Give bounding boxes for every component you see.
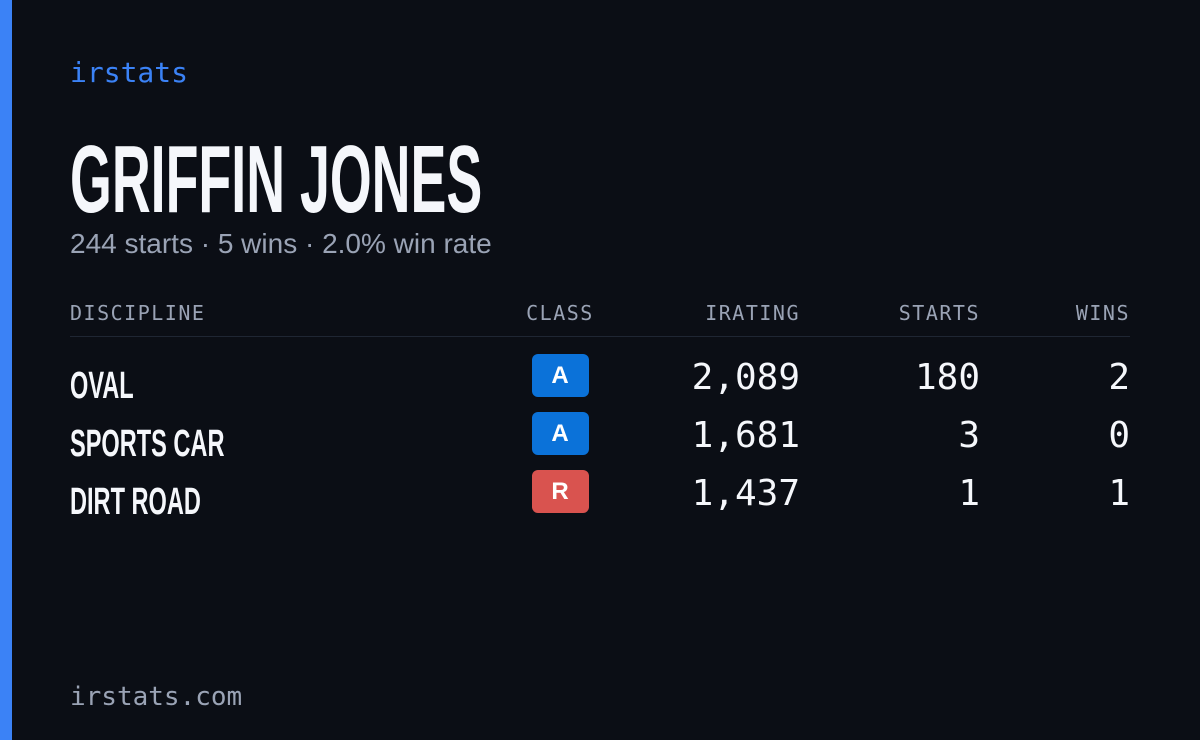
column-header: DISCIPLINE: [70, 301, 206, 325]
accent-bar: [0, 0, 12, 740]
stat-starts: 3: [958, 415, 980, 456]
class-badge: A: [531, 412, 589, 455]
driver-name: GRIFFIN JONES: [70, 126, 483, 233]
stat-irating: 1,437: [691, 473, 800, 514]
stat-wins: 0: [1108, 415, 1130, 456]
stat-wins: 1: [1108, 473, 1130, 514]
column-header: WINS: [1075, 301, 1130, 325]
summary: 244 starts · 5 wins · 2.0% win rate: [70, 228, 492, 259]
stat-irating: 2,089: [691, 357, 800, 398]
footer: irstats.com: [70, 682, 243, 712]
column-header: STARTS: [898, 301, 980, 325]
discipline: DIRT ROAD: [70, 481, 201, 523]
stat-irating: 1,681: [691, 415, 800, 456]
discipline: SPORTS CAR: [70, 423, 225, 465]
class-badge: R: [531, 470, 589, 513]
class-badge: A: [531, 354, 589, 397]
divider: [70, 336, 1130, 337]
brand: irstats: [70, 56, 189, 89]
stat-starts: 1: [958, 473, 980, 514]
stat-wins: 2: [1108, 357, 1130, 398]
column-header: CLASS: [526, 301, 594, 325]
column-header: IRATING: [705, 301, 800, 325]
stat-starts: 180: [914, 357, 980, 398]
discipline: OVAL: [70, 365, 134, 407]
